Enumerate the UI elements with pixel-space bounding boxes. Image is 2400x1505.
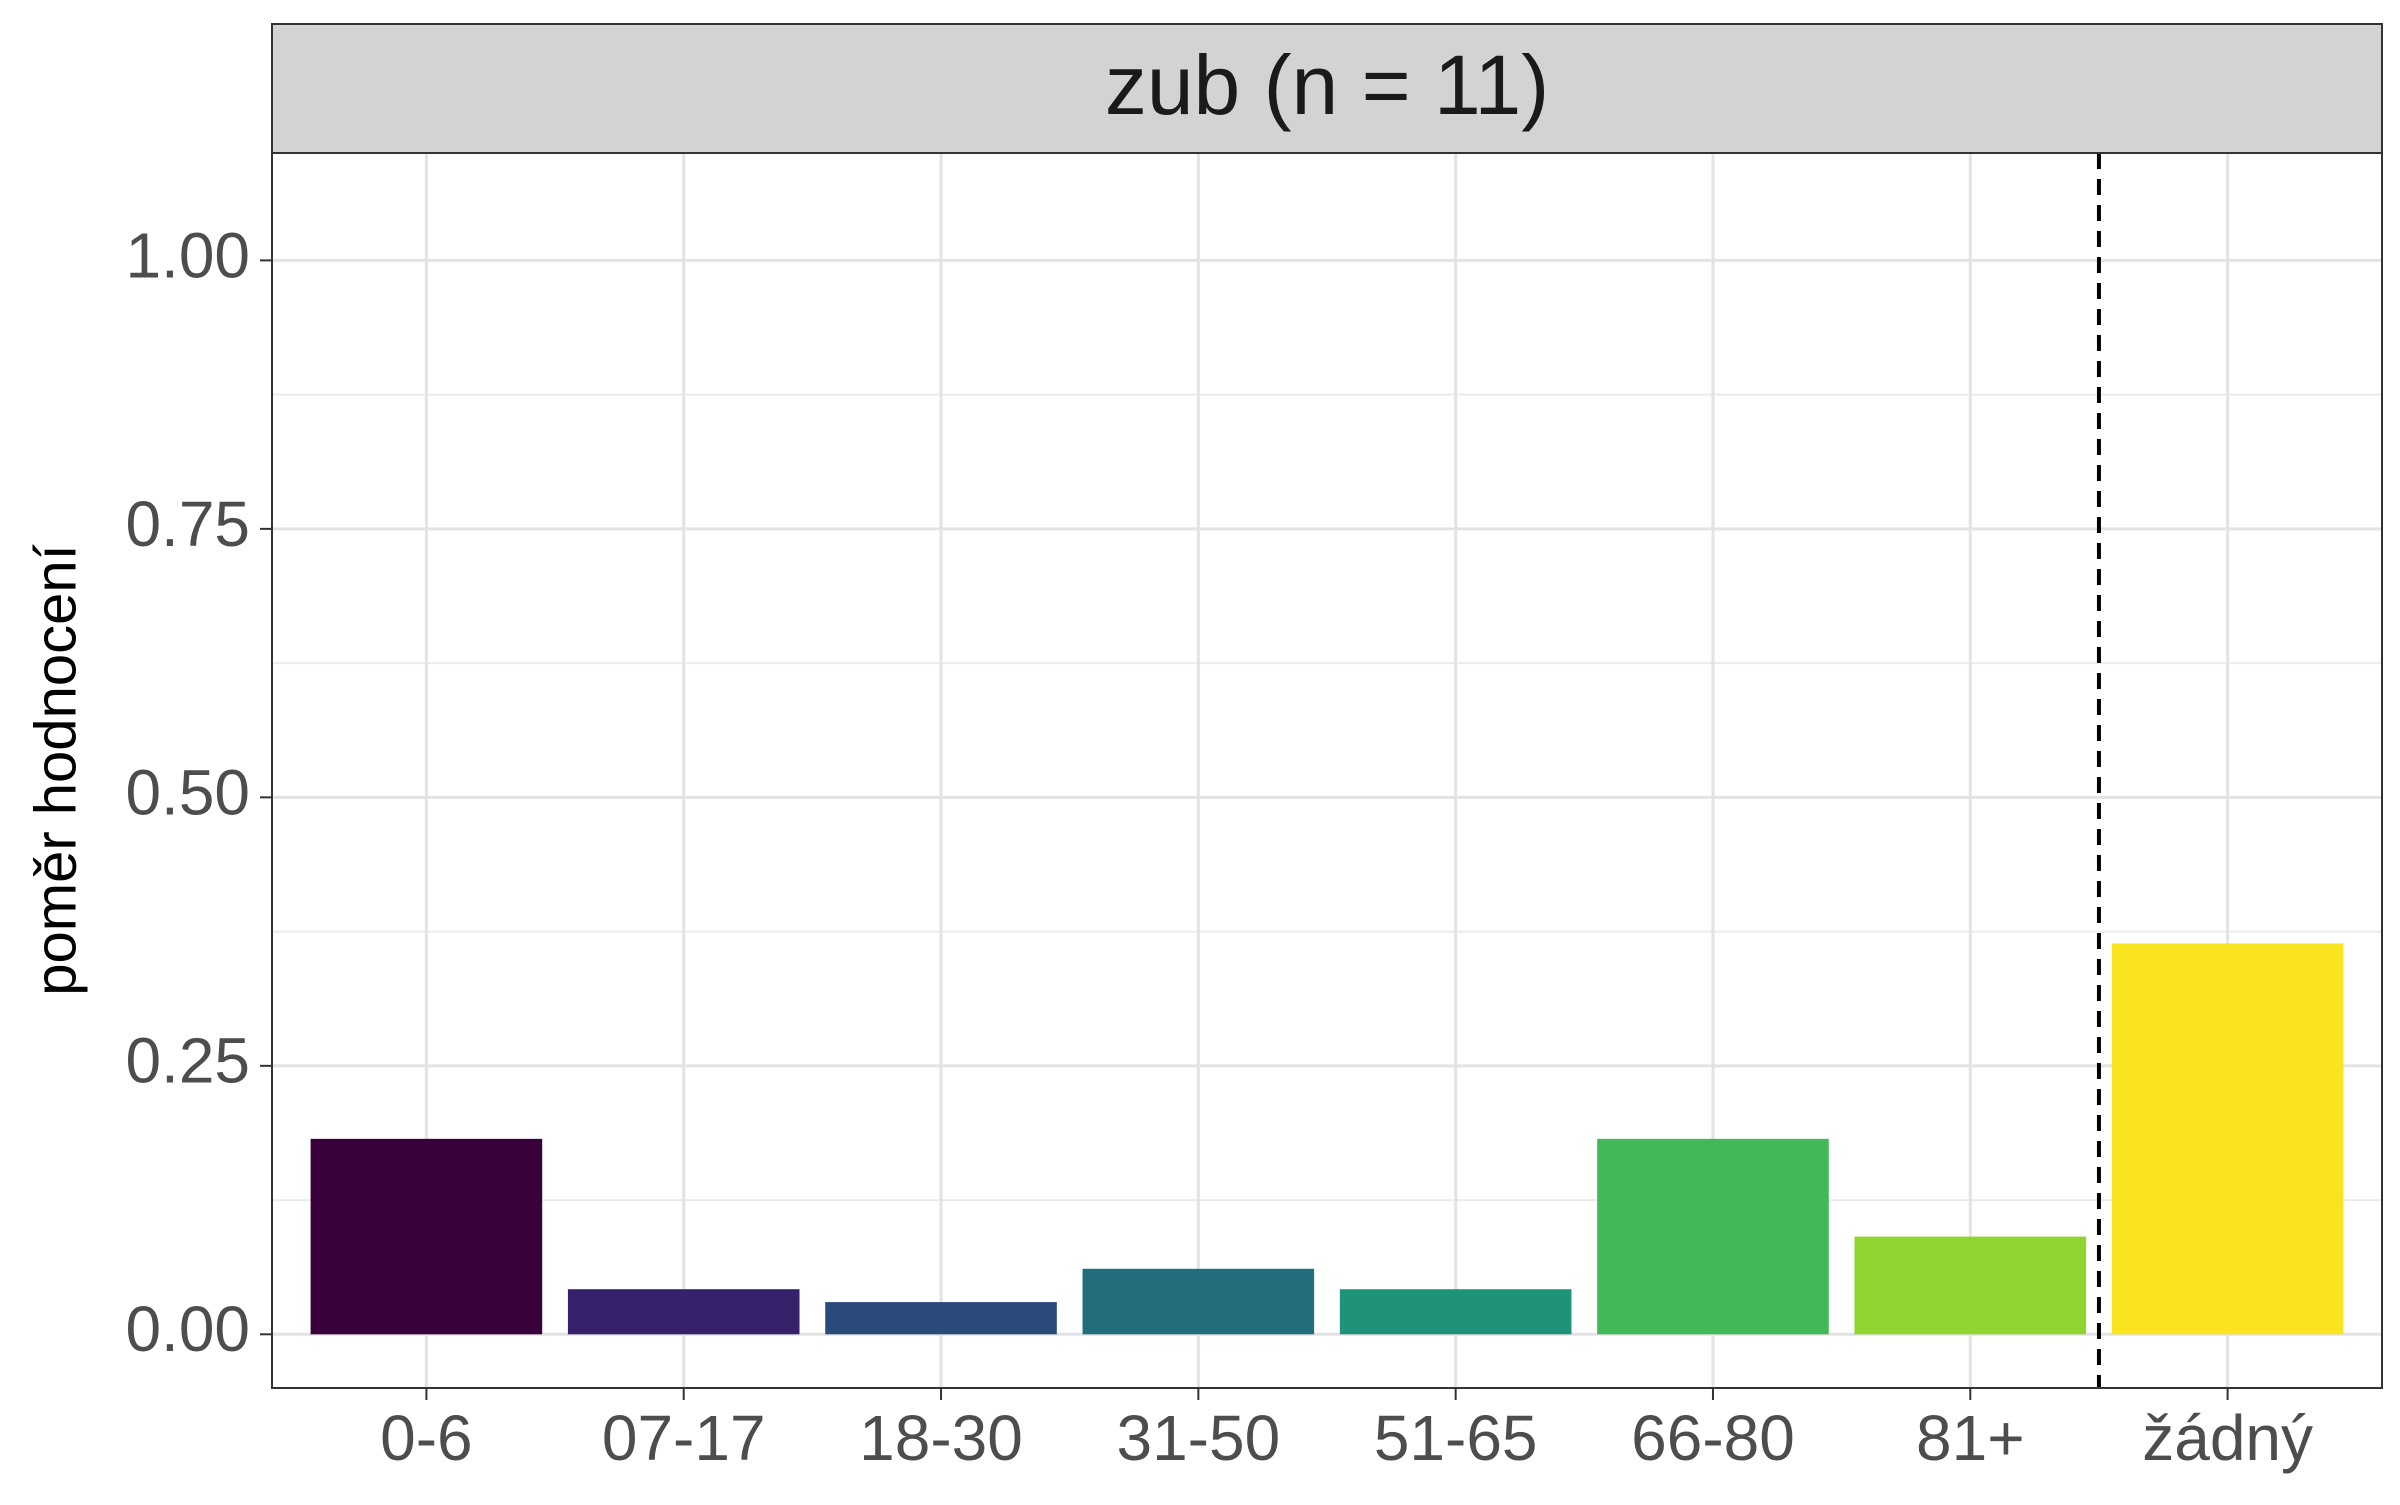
bar <box>1854 1236 2087 1335</box>
facet-title: zub (n = 11) <box>1105 38 1549 132</box>
y-tick-label: 0.00 <box>125 1293 250 1365</box>
x-tick-label: žádný <box>2142 1402 2313 1474</box>
x-tick-label: 0-6 <box>380 1402 473 1474</box>
x-tick-label: 07-17 <box>602 1402 766 1474</box>
axis-layer: 0.00 0.25 0.50 0.75 1.00 0-6 07-17 18-30 31-50 51… <box>125 219 2313 1474</box>
bar <box>310 1138 543 1335</box>
facet-strip-background <box>271 23 2383 154</box>
y-tick-label: 0.75 <box>125 488 250 560</box>
y-tick-label: 1.00 <box>125 219 250 291</box>
x-tick-label: 18-30 <box>859 1402 1023 1474</box>
bar <box>567 1289 800 1335</box>
y-tick-label: 0.50 <box>125 756 250 828</box>
y-tick-label: 0.25 <box>125 1025 250 1097</box>
bar <box>2111 943 2344 1335</box>
x-tick-label: 66-80 <box>1631 1402 1795 1474</box>
x-tick-label: 31-50 <box>1116 1402 1280 1474</box>
facet-strip: zub (n = 11) <box>271 23 2383 154</box>
bar <box>1597 1138 1829 1335</box>
bar <box>1082 1268 1315 1335</box>
bar-layer <box>310 943 2344 1335</box>
bar <box>1339 1289 1572 1335</box>
y-axis-title: poměr hodnocení <box>23 544 88 995</box>
x-tick-label: 81+ <box>1916 1402 2025 1474</box>
x-tick-label: 51-65 <box>1374 1402 1538 1474</box>
bar <box>825 1302 1057 1335</box>
